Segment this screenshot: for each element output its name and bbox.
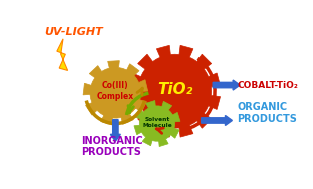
Text: TiO₂: TiO₂ bbox=[157, 82, 192, 97]
Text: Solvent
Molecule: Solvent Molecule bbox=[142, 117, 172, 128]
Polygon shape bbox=[129, 45, 221, 137]
Text: ORGANIC
PRODUCTS: ORGANIC PRODUCTS bbox=[237, 102, 297, 124]
Text: UV-LIGHT: UV-LIGHT bbox=[44, 27, 102, 37]
Polygon shape bbox=[83, 61, 148, 125]
Text: Co(III)
Complex: Co(III) Complex bbox=[97, 81, 134, 101]
FancyArrow shape bbox=[202, 115, 233, 125]
FancyArrow shape bbox=[110, 120, 121, 141]
Polygon shape bbox=[134, 101, 180, 146]
Text: COBALT-TiO₂: COBALT-TiO₂ bbox=[238, 81, 299, 90]
Text: INORGANIC
PRODUCTS: INORGANIC PRODUCTS bbox=[81, 136, 142, 157]
FancyArrow shape bbox=[213, 80, 240, 90]
Polygon shape bbox=[57, 39, 68, 70]
